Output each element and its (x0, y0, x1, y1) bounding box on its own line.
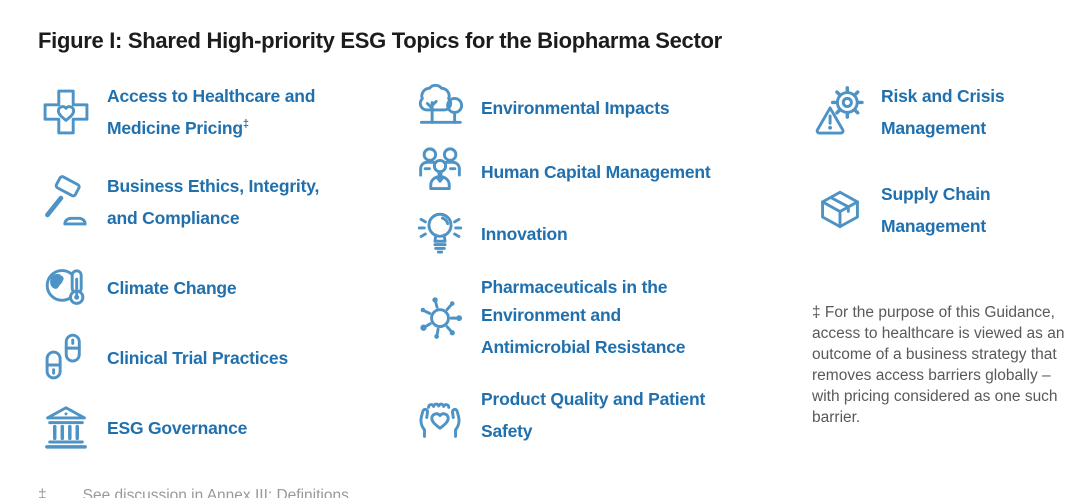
topic-label: Supply Chain Management (881, 180, 991, 240)
topic-label: Risk and Crisis Management (881, 82, 1005, 142)
topic-label-text: Human Capital Management (481, 161, 711, 182)
topic-label-text: Supply Chain Management (881, 184, 991, 236)
topic-label-text: Pharmaceuticals in the Environment and A… (481, 277, 686, 357)
microbe-icon (412, 289, 468, 345)
topic-label-text: Clinical Trial Practices (107, 347, 288, 368)
lightbulb-icon (412, 204, 468, 260)
topic-label-text: Environmental Impacts (481, 97, 670, 118)
topic-label-text: Business Ethics, Integrity, and Complian… (107, 176, 320, 228)
topic-label: ESG Governance (107, 410, 247, 442)
topic-item-risk-crisis: Risk and Crisis Management (812, 82, 1066, 142)
topic-item-climate-change: Climate Change (38, 258, 368, 314)
topic-label-text: Access to Healthcare and Medicine Pricin… (107, 86, 316, 138)
topic-label-text: Innovation (481, 223, 568, 244)
people-group-icon (412, 142, 468, 198)
shipping-box-icon (812, 182, 868, 238)
bottom-footnote-text: See discussion in Annex III: Definitions (82, 487, 349, 498)
topic-item-environmental-impacts: Environmental Impacts (412, 78, 742, 134)
topic-item-clinical-trials: Clinical Trial Practices (38, 328, 368, 384)
globe-thermometer-icon (38, 258, 94, 314)
hands-holding-heart-icon (412, 387, 468, 443)
topic-item-esg-governance: ESG Governance (38, 398, 368, 454)
topic-label: Business Ethics, Integrity, and Complian… (107, 172, 319, 232)
gavel-icon (38, 174, 94, 230)
topic-item-access-healthcare: Access to Healthcare and Medicine Pricin… (38, 82, 368, 142)
bottom-footnote-marker: ‡ (38, 487, 47, 498)
gear-warning-icon (812, 84, 868, 140)
bank-icon (38, 398, 94, 454)
topic-label-text: Risk and Crisis Management (881, 86, 1005, 138)
trees-icon (412, 78, 468, 134)
figure-title: Figure I: Shared High-priority ESG Topic… (38, 28, 722, 53)
topic-label: Access to Healthcare and Medicine Pricin… (107, 82, 315, 142)
medical-cross-heart-icon (38, 84, 94, 140)
capsules-icon (38, 328, 94, 384)
topic-label: Pharmaceuticals in the Environment and A… (481, 273, 685, 361)
topic-label-text: Product Quality and Patient Safety (481, 389, 706, 441)
topic-item-innovation: Innovation (412, 204, 742, 260)
topic-item-human-capital: Human Capital Management (412, 142, 742, 198)
topic-label: Clinical Trial Practices (107, 340, 288, 372)
topic-item-product-quality: Product Quality and Patient Safety (412, 385, 742, 445)
bottom-footnote-clipped: ‡ See discussion in Annex III: Definitio… (38, 486, 349, 498)
topic-label: Human Capital Management (481, 154, 711, 186)
topic-label: Product Quality and Patient Safety (481, 385, 705, 445)
topic-label: Innovation (481, 216, 568, 248)
topic-label-text: ESG Governance (107, 417, 248, 438)
topic-item-business-ethics: Business Ethics, Integrity, and Complian… (38, 172, 368, 232)
topic-item-pharma-environment: Pharmaceuticals in the Environment and A… (412, 273, 742, 361)
topic-label-text: Climate Change (107, 277, 237, 298)
topic-label: Environmental Impacts (481, 90, 670, 122)
figure-footnote: ‡ For the purpose of this Guidance, acce… (812, 304, 1065, 426)
footnote-marker-sup: ‡ (242, 118, 249, 130)
topic-item-supply-chain: Supply Chain Management (812, 180, 1066, 240)
topic-label: Climate Change (107, 270, 237, 302)
